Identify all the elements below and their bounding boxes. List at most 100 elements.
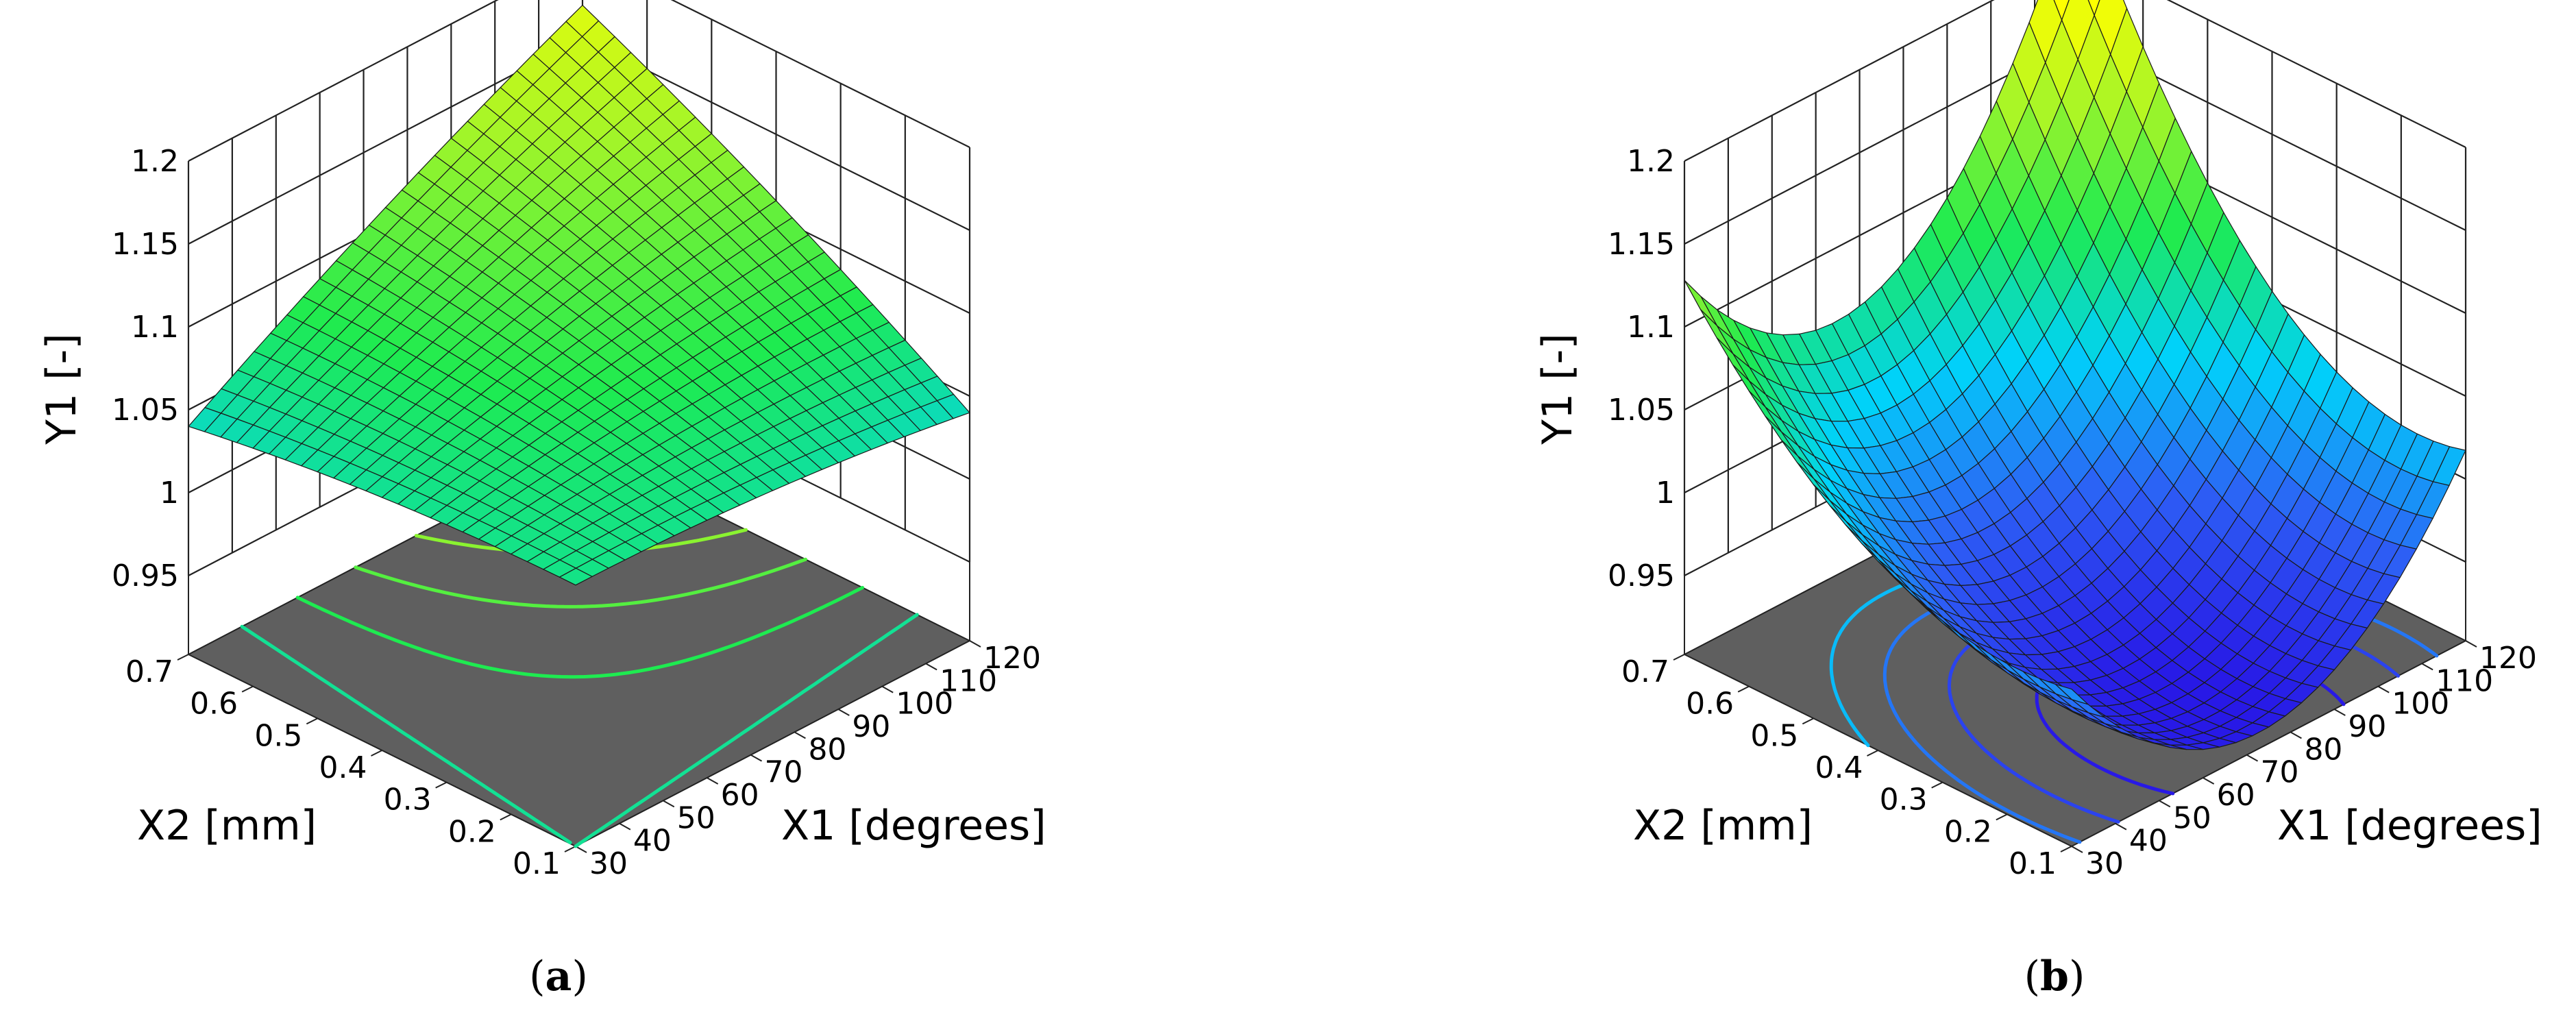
y-tick-label: 0.6: [190, 687, 238, 722]
y-tick-mark: [1673, 654, 1685, 661]
y-tick-label: 0.3: [1880, 783, 1928, 818]
surface-patch: [2053, 0, 2070, 22]
y-tick-mark: [564, 846, 576, 852]
z-tick-label: 1.15: [112, 227, 179, 262]
x-tick-label: 40: [2129, 824, 2168, 859]
x-tick-label: 30: [589, 846, 628, 881]
x-tick-mark: [2246, 754, 2259, 762]
x-tick-label: 70: [2261, 755, 2299, 790]
x-tick-label: 110: [2436, 663, 2493, 698]
y-tick-mark: [435, 781, 447, 789]
x-tick-label: 60: [2217, 778, 2255, 813]
panel-a: 0.95 1 1.05 1.1 1.15 1.2 0.1 0.2 0.3 0.4 0.5 0.6 0.7…: [38, 0, 1046, 1000]
y-tick-label: 0.7: [1621, 654, 1669, 689]
panel-caption: (b): [2024, 953, 2085, 1000]
x-tick-mark: [663, 800, 675, 808]
x-tick-mark: [2377, 685, 2390, 693]
z-tick-label: 1: [1656, 476, 1675, 511]
y-tick-label: 0.1: [513, 846, 561, 881]
x-tick-mark: [2203, 777, 2215, 785]
contour-line: [354, 557, 807, 609]
z-tick-label: 0.95: [112, 558, 179, 593]
z-tick-label: 1.1: [1627, 310, 1675, 345]
y-tick-label: 0.4: [319, 750, 367, 785]
z-tick-label: 1.2: [131, 144, 179, 179]
y-tick-label: 0.6: [1686, 687, 1734, 722]
x-tick-mark: [2421, 663, 2433, 671]
z-axis-label: Y1 [-]: [1534, 333, 1582, 445]
x-tick-mark: [2071, 846, 2083, 853]
x-axis-label: X1 [degrees]: [781, 802, 1046, 850]
y-tick-mark: [1802, 717, 1814, 725]
x-tick-mark: [837, 709, 850, 716]
y-tick-mark: [371, 750, 382, 757]
surface-patch: [559, 567, 593, 586]
x-tick-mark: [2115, 822, 2127, 831]
x-tick-mark: [2290, 731, 2302, 739]
y-tick-mark: [1867, 750, 1878, 757]
z-tick-label: 0.95: [1608, 558, 1675, 593]
z-tick-label: 1.05: [1608, 393, 1675, 428]
z-tick-label: 1.15: [1608, 227, 1675, 262]
y-axis-label: X2 [mm]: [1633, 802, 1813, 850]
response-surface: [1684, 0, 2466, 750]
x-tick-label: 50: [677, 800, 715, 835]
z-tick-label: 1.1: [131, 310, 179, 345]
x-tick-mark: [2159, 800, 2171, 808]
x-tick-label: 50: [2173, 800, 2211, 835]
panel-caption: (a): [529, 953, 588, 1000]
y-tick-label: 0.4: [1815, 750, 1863, 785]
tick-labels: 0.95 1 1.05 1.1 1.15 1.2 0.1 0.2 0.3 0.4 0.5 0.6 0.7…: [1608, 144, 2537, 881]
surface-patch: [2055, 684, 2089, 705]
x-tick-label: 90: [2348, 709, 2386, 744]
x-tick-mark: [969, 640, 981, 648]
y-tick-label: 0.5: [1750, 718, 1798, 753]
x-tick-label: 80: [808, 732, 846, 767]
x-tick-label: 30: [2085, 846, 2124, 881]
contour-line: [240, 613, 919, 848]
z-tick-label: 1.05: [112, 393, 179, 428]
y-tick-label: 0.5: [254, 718, 302, 753]
y-tick-label: 0.7: [125, 654, 173, 689]
y-tick-mark: [500, 813, 512, 821]
y-tick-label: 0.2: [448, 814, 496, 849]
x-tick-mark: [575, 846, 587, 853]
x-tick-mark: [707, 777, 719, 785]
panel-b: 0.95 1 1.05 1.1 1.15 1.2 0.1 0.2 0.3 0.4 0.5 0.6 0.7…: [1534, 0, 2542, 1000]
x-tick-label: 70: [765, 755, 803, 790]
y-tick-mark: [241, 685, 254, 693]
z-axis-label: Y1 [-]: [38, 333, 86, 445]
x-tick-label: 60: [721, 778, 759, 813]
x-tick-label: 100: [2392, 687, 2449, 722]
x-tick-mark: [881, 685, 894, 693]
x-tick-label: 110: [940, 663, 997, 698]
contour-line: [295, 586, 865, 679]
y-axis-label: X2 [mm]: [137, 802, 317, 850]
y-tick-label: 0.2: [1944, 814, 1992, 849]
x-tick-mark: [925, 663, 937, 671]
y-tick-label: 0.1: [2009, 846, 2057, 881]
x-tick-mark: [2333, 709, 2346, 716]
y-tick-mark: [306, 717, 318, 725]
x-tick-mark: [794, 731, 806, 739]
z-tick-label: 1.2: [1627, 144, 1675, 179]
x-axis-label: X1 [degrees]: [2277, 802, 2542, 850]
x-tick-mark: [2465, 640, 2477, 648]
response-surface: [187, 4, 971, 586]
x-tick-label: 90: [852, 709, 890, 744]
x-tick-label: 100: [896, 687, 953, 722]
y-tick-mark: [1996, 813, 2008, 821]
tick-labels: 0.95 1 1.05 1.1 1.15 1.2 0.1 0.2 0.3 0.4 0.5 0.6 0.7…: [112, 144, 1041, 881]
y-tick-mark: [1931, 781, 1943, 789]
x-tick-label: 120: [983, 641, 1041, 676]
x-tick-label: 80: [2304, 732, 2342, 767]
y-tick-label: 0.3: [384, 783, 432, 818]
x-tick-label: 40: [633, 824, 672, 859]
surface-patch: [2087, 0, 2100, 17]
x-tick-mark: [619, 822, 631, 831]
y-tick-mark: [2060, 846, 2072, 852]
y-tick-mark: [1737, 685, 1750, 693]
x-tick-mark: [750, 754, 763, 762]
z-tick-label: 1: [160, 476, 179, 511]
